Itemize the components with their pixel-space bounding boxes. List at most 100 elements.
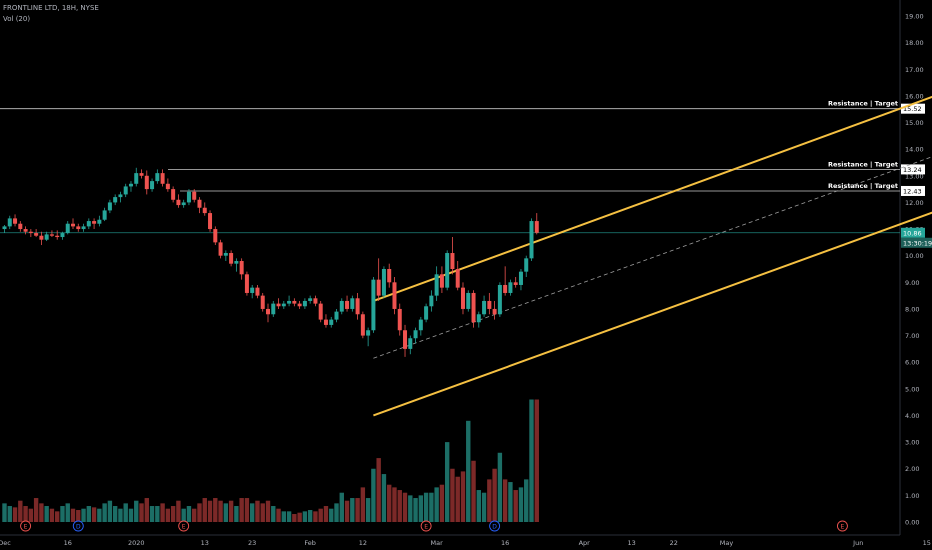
candle-body[interactable] [176,199,181,206]
candle-body[interactable] [192,191,197,200]
channel-mid-line[interactable] [373,149,932,359]
candle-body[interactable] [171,189,176,200]
candle-body[interactable] [266,308,270,315]
candle-body[interactable] [7,218,12,227]
candle-body[interactable] [208,213,213,230]
candle-body[interactable] [302,300,307,307]
candle-body[interactable] [218,242,223,256]
candle-body[interactable] [160,173,165,184]
candle-body[interactable] [23,229,28,232]
candle-body[interactable] [28,231,33,234]
candle-body[interactable] [392,282,397,309]
candle-body[interactable] [497,284,502,315]
candle-body[interactable] [44,234,49,240]
candle-body[interactable] [313,298,318,304]
candle-body[interactable] [250,287,255,293]
candle-body[interactable] [397,308,402,331]
candle-body[interactable] [134,173,139,184]
candle-body[interactable] [323,319,328,325]
candle-body[interactable] [524,258,529,272]
candle-body[interactable] [360,314,365,336]
candle-body[interactable] [60,233,65,238]
candle-body[interactable] [165,183,170,190]
candle-body[interactable] [487,300,492,309]
candle-body[interactable] [123,186,128,195]
candle-body[interactable] [434,274,439,296]
candle-body[interactable] [186,191,191,203]
candle-body[interactable] [113,197,118,203]
candle-body[interactable] [518,271,523,285]
candle-body[interactable] [345,300,350,309]
candle-body[interactable] [244,274,249,293]
candle-body[interactable] [234,261,239,264]
candle-body[interactable] [424,306,429,320]
candle-body[interactable] [239,261,244,275]
candle-body[interactable] [197,199,202,208]
candle-body[interactable] [181,202,186,206]
candle-body[interactable] [482,300,487,315]
candle-body[interactable] [318,303,323,320]
candle-body[interactable] [371,279,376,331]
event-marker-icon[interactable] [72,520,84,532]
candle-body[interactable] [381,269,386,296]
candle-body[interactable] [271,303,276,315]
candle-body[interactable] [107,202,112,211]
candle-body[interactable] [97,219,102,224]
event-marker-icon[interactable] [178,520,190,532]
channel-upper-line[interactable] [373,89,932,302]
candle-body[interactable] [350,298,355,309]
candle-body[interactable] [339,300,344,312]
candle-body[interactable] [118,194,123,198]
candle-body[interactable] [471,292,476,323]
candle-body[interactable] [492,308,497,315]
candle-body[interactable] [450,253,455,269]
candle-body[interactable] [213,229,218,243]
candle-body[interactable] [39,235,44,240]
event-marker-icon[interactable] [836,520,848,532]
candle-body[interactable] [65,223,70,234]
candle-body[interactable] [71,223,76,227]
candle-body[interactable] [476,314,481,323]
candle-body[interactable] [55,235,60,238]
candle-body[interactable] [439,274,444,288]
candle-body[interactable] [418,319,423,331]
candle-body[interactable] [355,298,360,315]
candle-body[interactable] [276,303,281,307]
candle-body[interactable] [376,279,381,296]
candle-body[interactable] [144,175,149,190]
candle-body[interactable] [255,287,260,296]
event-marker-icon[interactable] [20,520,32,532]
candle-body[interactable] [297,303,302,307]
candle-body[interactable] [329,319,334,325]
candle-body[interactable] [128,183,133,187]
candle-body[interactable] [150,181,155,190]
event-marker-icon[interactable] [489,520,501,532]
candle-body[interactable] [2,226,7,230]
candle-body[interactable] [513,282,518,285]
candle-body[interactable] [508,282,513,293]
candle-body[interactable] [229,253,234,264]
candle-body[interactable] [366,330,371,336]
candle-body[interactable] [86,221,91,227]
candle-body[interactable] [202,207,207,214]
candle-body[interactable] [102,210,107,220]
channel-lower-line[interactable] [373,205,932,417]
candle-body[interactable] [466,292,471,309]
candle-body[interactable] [455,269,460,288]
candle-body[interactable] [292,300,297,304]
candle-body[interactable] [287,300,292,304]
candle-body[interactable] [334,311,339,320]
candle-body[interactable] [18,223,23,230]
candle-body[interactable] [503,284,508,293]
candle-body[interactable] [460,287,465,309]
candle-body[interactable] [408,338,413,349]
candle-body[interactable] [223,253,228,256]
candle-body[interactable] [529,221,534,259]
candle-body[interactable] [429,295,434,307]
candle-body[interactable] [92,221,97,224]
candle-body[interactable] [308,298,313,301]
candle-body[interactable] [534,221,539,233]
candle-body[interactable] [13,218,18,224]
candle-body[interactable] [34,233,39,236]
